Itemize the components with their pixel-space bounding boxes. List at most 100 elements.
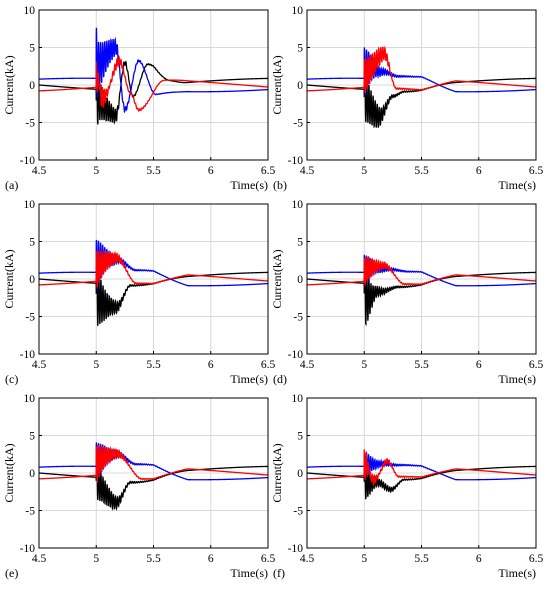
panel-b: 4.5 5 5.5 6 6.5 10 5 0 -5 -10 Current(kA) Time(s) (b… xyxy=(270,5,543,192)
x-tick-label: 5 xyxy=(93,359,99,371)
y-tick-label: 0 xyxy=(29,80,35,92)
x-tick-label: 5.5 xyxy=(146,553,161,565)
y-tick-label: -10 xyxy=(288,349,304,361)
series-line-red xyxy=(307,449,536,487)
x-tick-label: 6 xyxy=(476,359,482,371)
panel-label: (b) xyxy=(273,178,287,192)
series-line-black xyxy=(39,60,268,125)
grid xyxy=(306,397,537,549)
panel-a: 4.5 5 5.5 6 6.5 10 5 0 -5 -10 Current(kA) Time(s) (a… xyxy=(2,5,275,192)
panel-e: 4.5 5 5.5 6 6.5 10 5 0 -5 -10 Current(kA) Time(s) (e… xyxy=(2,393,275,580)
y-tick-label: 10 xyxy=(24,5,36,17)
y-tick-label: -5 xyxy=(293,118,303,130)
grid xyxy=(306,9,537,161)
series-group xyxy=(39,442,268,512)
series-line-red xyxy=(307,256,536,286)
series-group xyxy=(39,239,268,326)
y-tick-label: 5 xyxy=(297,237,303,249)
y-axis-label: Current(kA) xyxy=(2,249,16,308)
grid xyxy=(38,397,269,549)
y-tick-label: -10 xyxy=(20,349,36,361)
x-axis-label: Time(s) xyxy=(498,372,536,386)
x-tick-label: 6.5 xyxy=(529,165,544,177)
y-axis-label: Current(kA) xyxy=(270,443,284,502)
series-group xyxy=(307,45,536,129)
series-group xyxy=(307,449,536,500)
y-tick-label: -5 xyxy=(293,312,303,324)
x-tick-label: 4.5 xyxy=(300,359,315,371)
y-tick-label: 5 xyxy=(297,431,303,443)
x-tick-label: 5 xyxy=(361,165,367,177)
series-line-blue xyxy=(39,442,268,482)
x-axis-label: Time(s) xyxy=(498,566,536,580)
x-tick-label: 6.5 xyxy=(529,553,544,565)
y-tick-label: -5 xyxy=(25,506,35,518)
series-line-blue xyxy=(307,450,536,481)
x-tick-label: 5.5 xyxy=(414,553,429,565)
x-tick-label: 5 xyxy=(93,553,99,565)
y-tick-label: 5 xyxy=(29,43,35,55)
x-tick-label: 6.5 xyxy=(261,359,276,371)
x-tick-label: 5.5 xyxy=(414,359,429,371)
x-tick-label: 4.5 xyxy=(32,359,47,371)
panel-f: 4.5 5 5.5 6 6.5 10 5 0 -5 -10 Current(kA) Time(s) (f… xyxy=(270,393,543,580)
grid xyxy=(38,9,269,161)
y-tick-label: 10 xyxy=(292,199,304,211)
y-tick-label: 0 xyxy=(29,468,35,480)
y-tick-label: 0 xyxy=(297,80,303,92)
x-tick-label: 4.5 xyxy=(32,165,47,177)
x-tick-label: 6 xyxy=(476,553,482,565)
x-tick-label: 5 xyxy=(361,553,367,565)
series-group xyxy=(39,27,268,125)
x-axis-label: Time(s) xyxy=(230,372,268,386)
y-tick-label: -5 xyxy=(293,506,303,518)
y-tick-label: -10 xyxy=(288,543,304,555)
y-tick-label: 5 xyxy=(297,43,303,55)
y-tick-label: 0 xyxy=(29,274,35,286)
grid xyxy=(38,203,269,355)
y-tick-label: 10 xyxy=(292,5,304,17)
x-axis-label: Time(s) xyxy=(230,566,268,580)
y-axis-label: Current(kA) xyxy=(270,249,284,308)
x-tick-label: 6 xyxy=(208,165,214,177)
series-group xyxy=(307,254,536,327)
panel-label: (d) xyxy=(273,372,287,386)
series-line-blue xyxy=(307,47,536,98)
panel-label: (c) xyxy=(5,372,18,386)
y-tick-label: -10 xyxy=(288,155,304,167)
y-axis-label: Current(kA) xyxy=(2,443,16,502)
panel-c: 4.5 5 5.5 6 6.5 10 5 0 -5 -10 Current(kA) Time(s) (c… xyxy=(2,199,275,386)
y-tick-label: 5 xyxy=(29,237,35,249)
x-axis-label: Time(s) xyxy=(498,178,536,192)
y-tick-label: 5 xyxy=(29,431,35,443)
y-tick-label: -5 xyxy=(25,118,35,130)
panel-label: (e) xyxy=(5,566,18,580)
x-tick-label: 6.5 xyxy=(261,553,276,565)
y-tick-label: -5 xyxy=(25,312,35,324)
x-tick-label: 6 xyxy=(476,165,482,177)
panel-d: 4.5 5 5.5 6 6.5 10 5 0 -5 -10 Current(kA) Time(s) (d… xyxy=(270,199,543,386)
y-tick-label: 0 xyxy=(297,468,303,480)
y-axis-label: Current(kA) xyxy=(2,55,16,114)
series-line-red xyxy=(39,54,268,112)
grid xyxy=(306,203,537,355)
x-tick-label: 4.5 xyxy=(300,553,315,565)
x-tick-label: 6 xyxy=(208,553,214,565)
y-tick-label: -10 xyxy=(20,543,36,555)
panel-label: (f) xyxy=(273,566,285,580)
series-line-blue xyxy=(307,254,536,287)
x-tick-label: 5 xyxy=(361,359,367,371)
x-tick-label: 4.5 xyxy=(300,165,315,177)
x-tick-label: 4.5 xyxy=(32,553,47,565)
x-axis-label: Time(s) xyxy=(230,178,268,192)
series-line-black xyxy=(39,464,268,512)
x-tick-label: 6.5 xyxy=(529,359,544,371)
y-tick-label: -10 xyxy=(20,155,36,167)
y-tick-label: 10 xyxy=(24,199,36,211)
y-axis-label: Current(kA) xyxy=(270,55,284,114)
y-tick-label: 0 xyxy=(297,274,303,286)
x-tick-label: 5.5 xyxy=(414,165,429,177)
panel-label: (a) xyxy=(5,178,18,192)
series-line-red xyxy=(39,249,268,288)
